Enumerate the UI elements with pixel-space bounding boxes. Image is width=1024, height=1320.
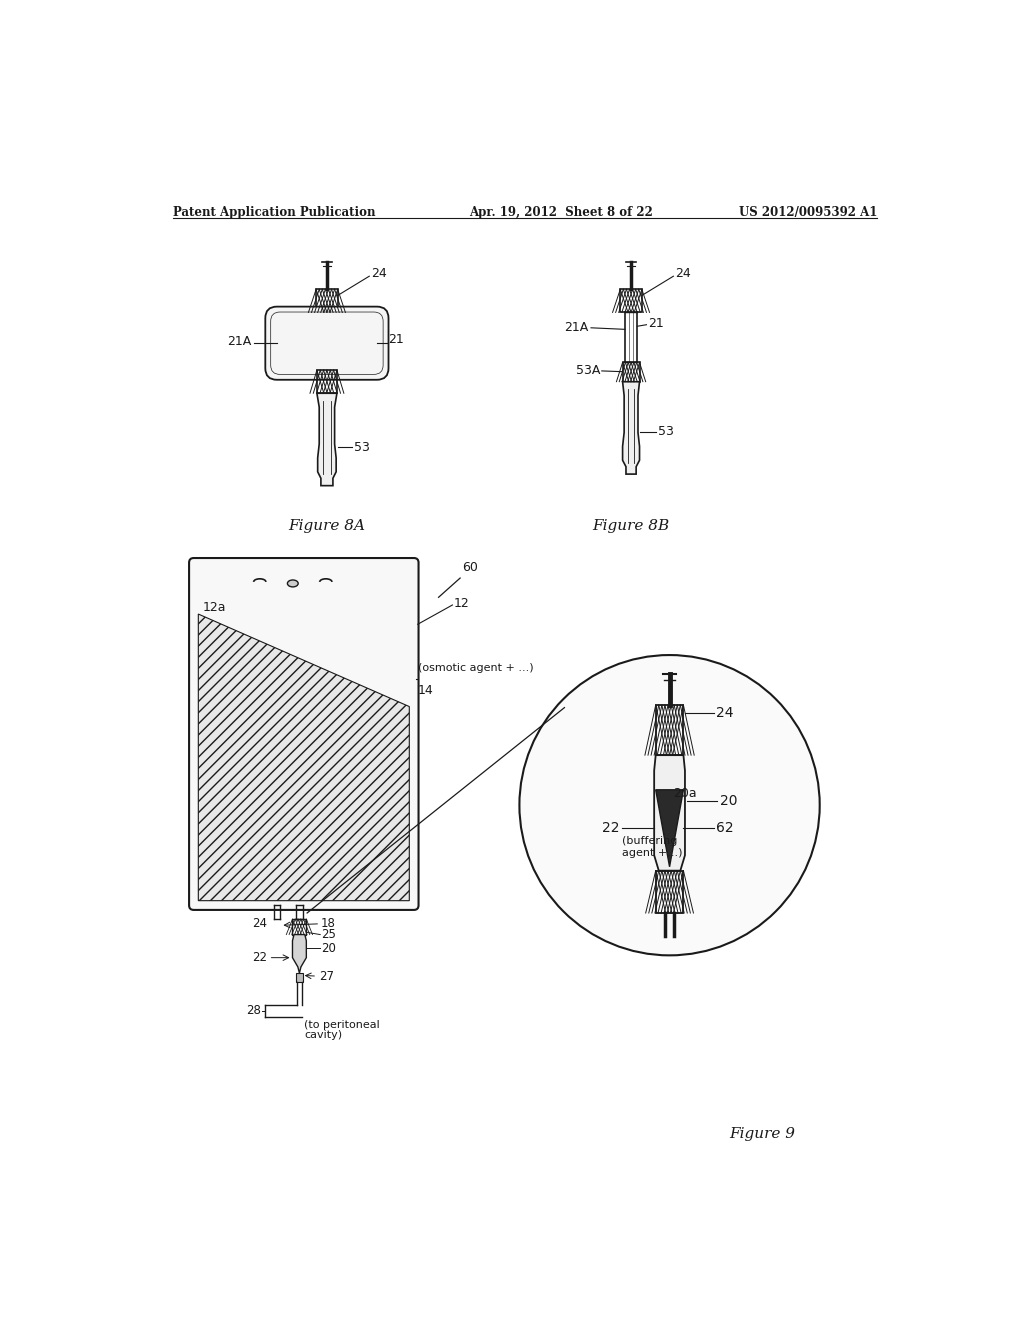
Polygon shape [654, 755, 685, 871]
Text: 12: 12 [454, 597, 470, 610]
Text: Figure 8A: Figure 8A [289, 519, 366, 533]
Text: 53: 53 [354, 441, 370, 454]
Text: Figure 9: Figure 9 [729, 1127, 795, 1140]
Text: cavity): cavity) [304, 1030, 342, 1040]
Polygon shape [199, 614, 410, 900]
Text: agent +...): agent +...) [622, 847, 682, 858]
Text: 24: 24 [371, 268, 386, 280]
Circle shape [519, 655, 819, 956]
Text: Apr. 19, 2012  Sheet 8 of 22: Apr. 19, 2012 Sheet 8 of 22 [469, 206, 653, 219]
Text: 53A: 53A [575, 363, 600, 376]
Text: Patent Application Publication: Patent Application Publication [173, 206, 376, 219]
Text: 21A: 21A [564, 321, 589, 334]
Text: (osmotic agent + ...): (osmotic agent + ...) [418, 664, 534, 673]
Text: US 2012/0095392 A1: US 2012/0095392 A1 [739, 206, 878, 219]
Text: 18: 18 [321, 917, 336, 931]
Text: (buffering: (buffering [622, 836, 677, 846]
Polygon shape [623, 381, 640, 474]
Text: 60: 60 [462, 561, 477, 574]
Text: 20: 20 [321, 942, 336, 954]
Polygon shape [655, 789, 683, 867]
Polygon shape [316, 393, 337, 486]
Text: 22: 22 [252, 952, 267, 964]
Text: 14: 14 [418, 684, 433, 697]
Text: 20: 20 [720, 795, 737, 808]
Text: 24: 24 [675, 268, 691, 280]
Text: 12a: 12a [203, 601, 226, 614]
Text: 53: 53 [658, 425, 674, 438]
Text: 20a: 20a [673, 787, 696, 800]
Text: 21: 21 [388, 333, 404, 346]
Ellipse shape [288, 579, 298, 587]
Polygon shape [296, 973, 303, 982]
Text: (to peritoneal: (to peritoneal [304, 1020, 380, 1030]
Text: 24: 24 [252, 917, 267, 931]
Text: 28: 28 [246, 1005, 261, 1018]
Text: 27: 27 [318, 970, 334, 982]
Polygon shape [293, 935, 306, 973]
FancyBboxPatch shape [189, 558, 419, 909]
Text: 22: 22 [602, 821, 620, 836]
Text: 25: 25 [321, 928, 336, 941]
FancyBboxPatch shape [265, 306, 388, 380]
Text: 62: 62 [716, 821, 733, 836]
Text: 21A: 21A [227, 335, 252, 348]
Text: 21: 21 [648, 317, 664, 330]
Text: Figure 8B: Figure 8B [593, 519, 670, 533]
Text: 24: 24 [716, 706, 733, 719]
